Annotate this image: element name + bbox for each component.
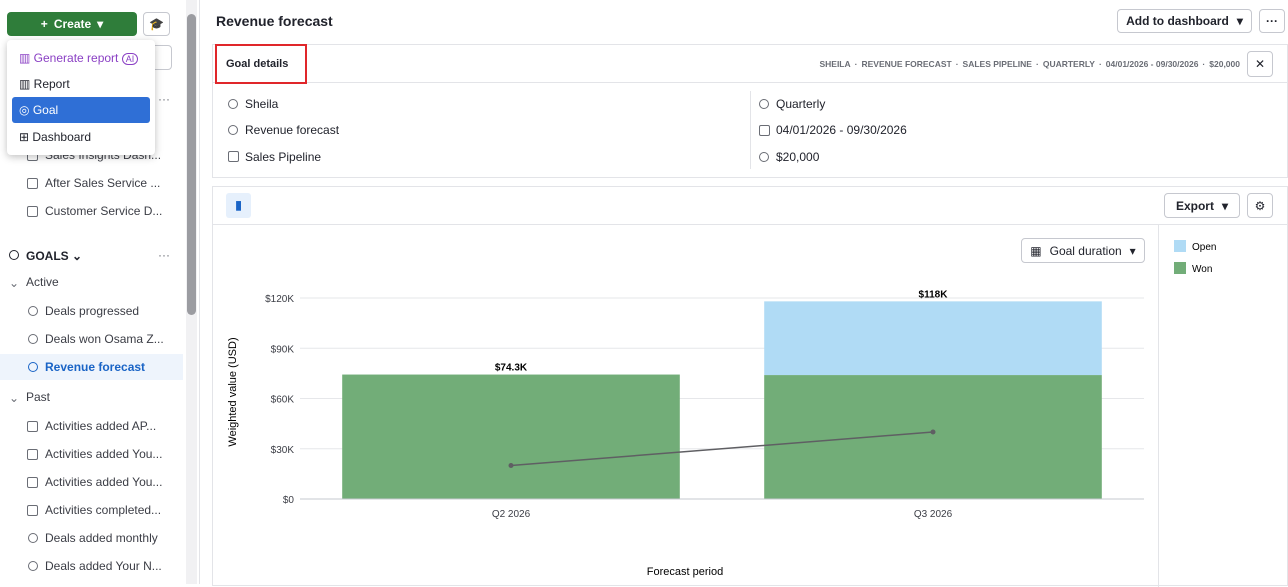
goal-item[interactable]: Activities added You...: [45, 447, 163, 461]
button-label: Export: [1175, 198, 1214, 213]
crumb: REVENUE FORECAST: [861, 59, 952, 69]
crumb: 04/01/2026 - 09/30/2026: [1105, 59, 1199, 69]
breadcrumb: SHEILA · REVENUE FORECAST · SALES PIPELINE · Q…: [819, 59, 1240, 69]
detail-value: $20,000: [776, 150, 820, 164]
detail-value: Sales Pipeline: [245, 150, 322, 164]
generate-report[interactable]: ▥ Generate report AI: [19, 51, 139, 65]
chart-panel: ▮ Export ▾ ⚙ ▦ Goal duration ▾: [212, 186, 1288, 587]
divider: [213, 224, 1287, 225]
detail-value: Sheila: [245, 97, 279, 111]
panel-title: Goal details: [226, 58, 289, 70]
more-button[interactable]: ···: [158, 248, 170, 262]
menu-goal[interactable]: ◎ Goal: [12, 97, 150, 123]
goal-details-panel: Goal details SHEILA · REVENUE FORECAST · SAL…: [212, 44, 1288, 178]
goal-item[interactable]: Activities added AP...: [45, 419, 157, 433]
settings-button[interactable]: ⚙: [1247, 193, 1273, 218]
crumb: SHEILA: [819, 59, 851, 69]
button-label: Add to dashboard: [1126, 14, 1229, 28]
page-title: Revenue forecast: [216, 13, 333, 29]
highlight: [215, 44, 307, 84]
chevron: ⌄: [9, 276, 20, 290]
menu-label: Generate report: [33, 51, 119, 65]
dashboard-item[interactable]: Customer Service D...: [45, 204, 163, 218]
more-button[interactable]: ···: [158, 92, 170, 106]
goal-item[interactable]: Activities added You...: [45, 475, 163, 489]
create-button[interactable]: + Create ▾: [7, 12, 137, 36]
close-button[interactable]: ✕: [1247, 51, 1273, 77]
goal-item[interactable]: Revenue forecast: [45, 360, 146, 374]
menu-label: Dashboard: [32, 130, 92, 144]
goal-item[interactable]: Deals added monthly: [45, 531, 158, 545]
goal-item[interactable]: Deals added Your N...: [45, 559, 162, 573]
create-menu: ▥ Generate report AI ▥ Report ◎ Goal ⊞ D…: [7, 40, 155, 155]
more-button[interactable]: ···: [1259, 9, 1285, 33]
ai-badge: AI: [121, 53, 139, 65]
menu-dashboard[interactable]: ⊞ Dashboard: [19, 130, 92, 144]
goal-item[interactable]: Deals won Osama Z...: [45, 332, 164, 346]
crumb: $20,000: [1209, 59, 1240, 69]
section-label[interactable]: Active: [26, 275, 59, 289]
section-label[interactable]: Past: [26, 390, 51, 404]
learn-button[interactable]: 🎓: [143, 12, 170, 36]
sidebar: + Create ▾ 🎓 ··· Sales Insights Dash... …: [0, 0, 200, 584]
divider: [750, 91, 751, 169]
dashboard-item[interactable]: After Sales Service ...: [45, 176, 161, 190]
menu-label: Report: [33, 77, 70, 91]
menu-report[interactable]: ▥ Report: [19, 77, 70, 91]
detail-value: Quarterly: [776, 97, 826, 111]
button-label: Goal duration: [1049, 243, 1122, 258]
detail-value: 04/01/2026 - 09/30/2026: [776, 123, 907, 137]
goal-item[interactable]: Activities completed...: [45, 503, 162, 517]
divider: [1158, 225, 1159, 587]
export-button[interactable]: Export ▾: [1164, 193, 1240, 218]
crumb: SALES PIPELINE: [962, 59, 1032, 69]
menu-label: Goal: [32, 103, 59, 117]
goal-duration-button[interactable]: ▦ Goal duration ▾: [1021, 238, 1145, 263]
create-label: Create: [53, 17, 92, 31]
crumb: QUARTERLY: [1042, 59, 1095, 69]
chart-type-button[interactable]: ▮: [226, 193, 251, 218]
divider: [213, 82, 1287, 83]
chevron: ⌄: [9, 391, 20, 405]
goals-header[interactable]: GOALS ⌄: [26, 249, 83, 263]
add-to-dashboard[interactable]: Add to dashboard ▾: [1117, 9, 1252, 33]
scroll-thumb[interactable]: [187, 14, 196, 315]
detail-value: Revenue forecast: [245, 123, 340, 137]
goal-item[interactable]: Deals progressed: [45, 304, 140, 318]
goals-label: GOALS: [26, 249, 69, 263]
